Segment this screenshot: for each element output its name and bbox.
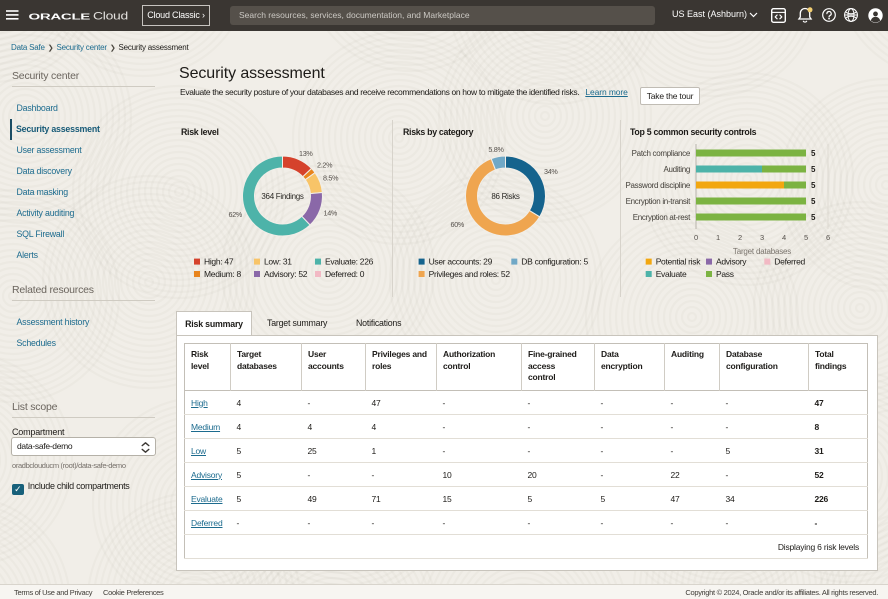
svg-text:DB configuration: 5: DB configuration: 5: [521, 257, 588, 267]
svg-text:Encryption in-transit: Encryption in-transit: [626, 197, 691, 206]
svg-text:34%: 34%: [544, 167, 558, 176]
svg-text:Advisory: Advisory: [716, 257, 747, 267]
svg-text:User accounts: 29: User accounts: 29: [429, 257, 493, 267]
svg-text:2: 2: [738, 233, 742, 242]
svg-text:Evaluate: 226: Evaluate: 226: [325, 257, 374, 267]
svg-text:Deferred: Deferred: [774, 257, 805, 267]
svg-text:5.8%: 5.8%: [488, 145, 504, 154]
svg-text:Advisory: 52: Advisory: 52: [264, 269, 308, 279]
svg-text:High: 47: High: 47: [204, 257, 234, 267]
svg-text:Patch compliance: Patch compliance: [632, 149, 691, 158]
svg-text:60%: 60%: [451, 220, 465, 229]
svg-text:364 Findings: 364 Findings: [261, 192, 304, 201]
svg-text:86 Risks: 86 Risks: [491, 192, 520, 201]
svg-text:Password discipline: Password discipline: [625, 181, 690, 190]
svg-text:5: 5: [811, 149, 816, 158]
svg-text:1: 1: [716, 233, 720, 242]
svg-text:8.5%: 8.5%: [323, 174, 339, 183]
svg-text:Encryption at-rest: Encryption at-rest: [633, 213, 691, 222]
svg-text:Evaluate: Evaluate: [656, 269, 687, 279]
svg-text:5: 5: [804, 233, 808, 242]
svg-text:Potential risk: Potential risk: [656, 257, 702, 267]
svg-text:3: 3: [760, 233, 764, 242]
svg-text:Low: 31: Low: 31: [264, 257, 292, 267]
svg-text:13%: 13%: [299, 149, 313, 158]
svg-text:Cloud: Cloud: [93, 11, 128, 23]
svg-text:Target databases: Target databases: [733, 247, 791, 256]
svg-text:2.2%: 2.2%: [317, 161, 333, 170]
svg-text:Privileges and roles: 52: Privileges and roles: 52: [429, 269, 511, 279]
svg-text:14%: 14%: [324, 209, 338, 218]
svg-text:Medium: 8: Medium: 8: [204, 269, 242, 279]
svg-text:Auditing: Auditing: [663, 165, 690, 174]
svg-text:5: 5: [811, 213, 816, 222]
svg-text:Pass: Pass: [716, 269, 734, 279]
svg-text:Deferred: 0: Deferred: 0: [325, 269, 365, 279]
svg-text:5: 5: [811, 165, 816, 174]
svg-text:6: 6: [826, 233, 830, 242]
svg-text:5: 5: [811, 181, 816, 190]
svg-text:0: 0: [694, 233, 698, 242]
svg-text:5: 5: [811, 197, 816, 206]
svg-text:62%: 62%: [229, 210, 243, 219]
svg-text:4: 4: [782, 233, 786, 242]
svg-text:ORACLE: ORACLE: [29, 11, 91, 21]
